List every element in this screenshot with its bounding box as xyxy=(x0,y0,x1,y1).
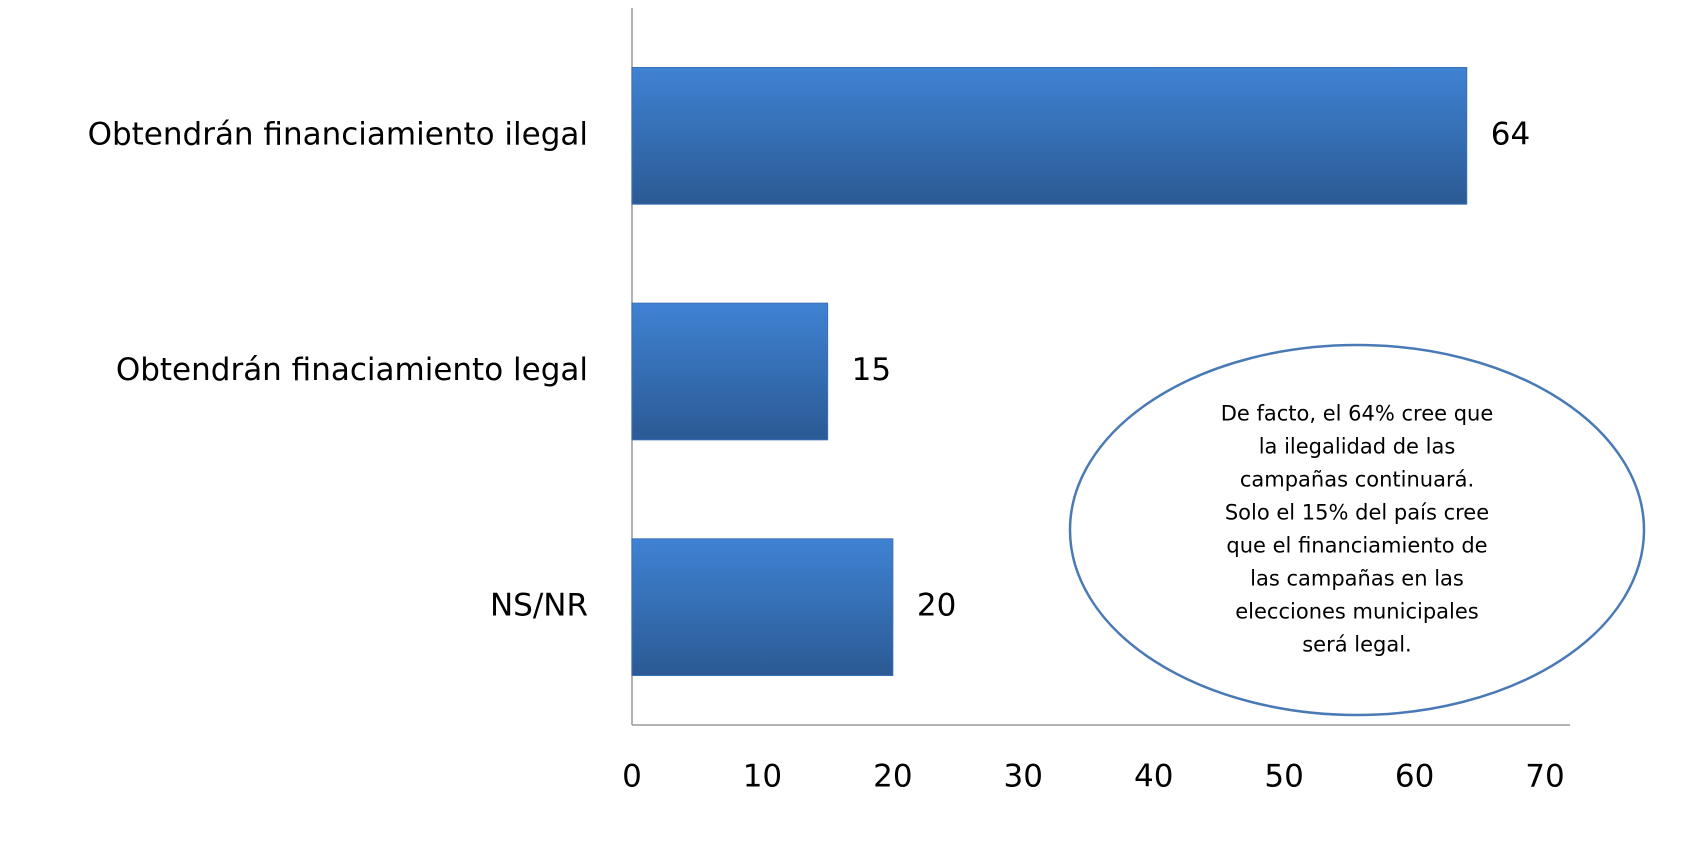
annotation-text: elecciones municipales xyxy=(1235,600,1478,624)
bar xyxy=(631,66,1468,205)
annotation-bubble xyxy=(1068,343,1646,717)
annotation-text: campañas continuará. xyxy=(1240,468,1474,492)
x-tick-label: 50 xyxy=(1264,759,1303,795)
value-label: 20 xyxy=(917,588,956,624)
x-tick-label: 10 xyxy=(743,759,782,795)
annotation-text: las campañas en las xyxy=(1250,567,1464,591)
value-label: 64 xyxy=(1491,116,1530,152)
x-tick-label: 30 xyxy=(1004,759,1043,795)
category-label: Obtendrán financiamiento ilegal xyxy=(88,116,588,152)
x-tick-label: 20 xyxy=(873,759,912,795)
category-label: Obtendrán finaciamiento legal xyxy=(116,352,588,388)
annotation-text: que el financiamiento de xyxy=(1226,534,1487,558)
bar xyxy=(631,538,894,677)
x-tick-label: 40 xyxy=(1134,759,1173,795)
x-tick-label: 0 xyxy=(622,759,642,795)
annotation-text: la ilegalidad de las xyxy=(1259,435,1456,459)
category-label: NS/NR xyxy=(490,588,588,624)
annotation-text: será legal. xyxy=(1302,633,1412,657)
bar xyxy=(631,302,829,441)
value-label: 15 xyxy=(852,352,891,388)
annotation-text: Solo el 15% del país cree xyxy=(1225,501,1489,525)
x-tick-label: 60 xyxy=(1395,759,1434,795)
x-tick-label: 70 xyxy=(1525,759,1564,795)
annotation-text: De facto, el 64% cree que xyxy=(1221,402,1494,426)
